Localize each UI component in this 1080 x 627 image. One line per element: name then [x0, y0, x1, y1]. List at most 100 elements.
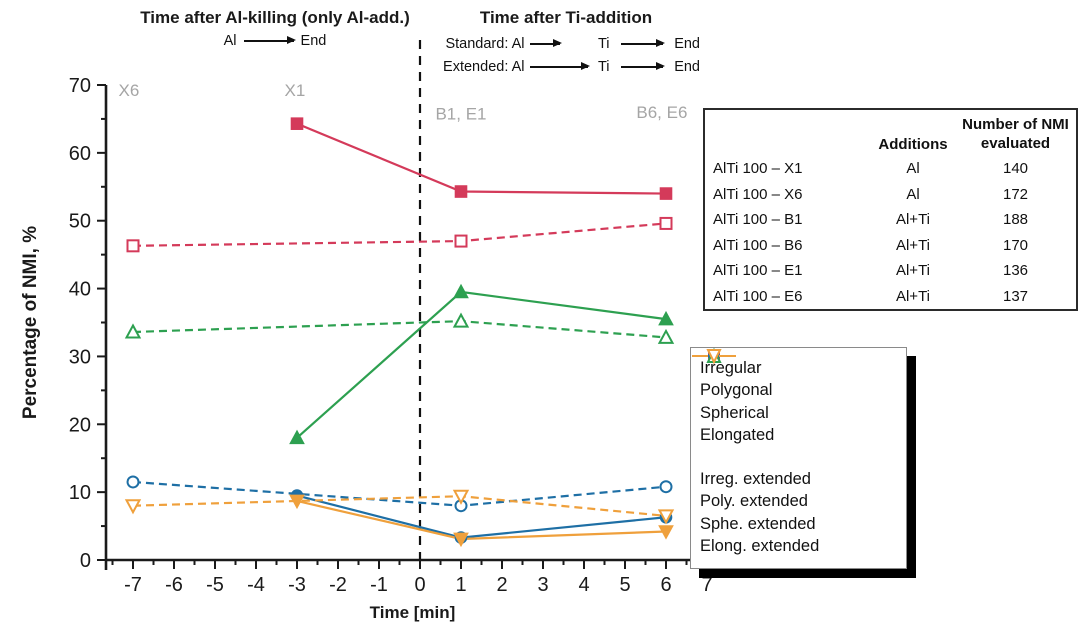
- flow-row-standard: Standard: Al Ti End: [432, 32, 700, 55]
- additions-value: Al+Ti: [895, 211, 931, 229]
- sample-annotation: X6: [119, 81, 140, 100]
- flow-row-extended: Extended: Al Ti End: [432, 55, 700, 78]
- additions-value: Al+Ti: [895, 262, 931, 280]
- arrow-right-icon: [621, 61, 666, 70]
- legend-group-spacer: [700, 447, 902, 468]
- table-header-nmi: Number of NMI evaluated: [962, 116, 1069, 152]
- sample-annotation: B1, E1: [435, 105, 486, 124]
- arrow-right-icon: [530, 38, 563, 47]
- legend-item-sphe-extended: Sphe. extended: [692, 348, 902, 536]
- flow-arrow2-wrap: [621, 61, 671, 70]
- x-tick-label: -6: [165, 574, 183, 596]
- legend-item-irreg-extended: Irreg. extended: [692, 350, 902, 491]
- data-point-elongated: [658, 525, 674, 540]
- flow-ti-label: Ti: [597, 58, 610, 75]
- table-row: AlTi 100 – E1 Al+Ti 136: [705, 258, 1076, 284]
- data-point-poly-extended: [126, 475, 140, 489]
- nmi-count-table: Additions Number of NMI evaluated AlTi 1…: [703, 108, 1078, 311]
- table-header-additions: Additions: [878, 136, 948, 153]
- x-axis-title: Time [min]: [370, 603, 456, 622]
- sample-name: AlTi 100 – X6: [713, 185, 803, 203]
- arrow-right-icon: [621, 38, 666, 47]
- y-axis-title: Percentage of NMI, %: [20, 226, 41, 419]
- header-ti-addition: Time after Ti-addition Standard: Al Ti End…: [432, 8, 700, 78]
- series-line-polygonal: [296, 494, 667, 539]
- flow-ti-label: Ti: [597, 35, 610, 52]
- arrow-right-icon: [243, 36, 296, 44]
- x-tick-label: -1: [370, 574, 388, 596]
- triangle-down-marker-icon: [692, 349, 736, 364]
- nmi-count: 137: [1002, 287, 1029, 305]
- nmi-count: 136: [1002, 262, 1029, 280]
- legend-item-polygonal: Polygonal: [692, 350, 902, 403]
- y-tick-label: 50: [69, 211, 91, 233]
- table-header-row: Additions Number of NMI evaluated: [705, 110, 1076, 156]
- table-row: AlTi 100 – B1 Al+Ti 188: [705, 207, 1076, 233]
- y-tick-label: 10: [69, 482, 91, 504]
- x-tick-label: 0: [414, 574, 425, 596]
- sample-name: AlTi 100 – B1: [713, 211, 803, 229]
- data-point-sphe-extended: [452, 312, 470, 328]
- additions-value: Al: [906, 160, 920, 178]
- header-ti-addition-title: Time after Ti-addition: [479, 8, 653, 27]
- flow-label: Standard: Al: [445, 35, 525, 52]
- x-tick-label: 4: [578, 574, 589, 596]
- data-point-elong-extended: [452, 489, 470, 505]
- legend-label: Sphe. extended: [700, 514, 816, 533]
- x-tick-label: 2: [496, 574, 507, 596]
- y-tick-label: 70: [69, 75, 91, 97]
- series-line-spherical: [296, 290, 667, 439]
- header-al-killing: Time after Al-killing (only Al-add.) Al …: [100, 8, 450, 49]
- x-tick-label: -3: [288, 574, 306, 596]
- x-tick-label: -2: [329, 574, 347, 596]
- sample-name: AlTi 100 – E1: [713, 262, 803, 280]
- nmi-count: 188: [1002, 211, 1029, 229]
- table-body: AlTi 100 – X1 Al 140 AlTi 100 – X6 Al 172 AlTi…: [705, 156, 1076, 309]
- series-line-poly-extended: [132, 480, 667, 507]
- nmi-count: 172: [1002, 185, 1029, 203]
- data-point-poly-extended: [659, 480, 673, 494]
- legend-label: Spherical: [700, 403, 769, 422]
- data-point-irreg-extended: [659, 216, 673, 230]
- flow-end-label: End: [674, 58, 700, 75]
- flow-arrow1-wrap: [524, 61, 596, 70]
- table-row: AlTi 100 – B6 Al+Ti 170: [705, 233, 1076, 259]
- data-point-elongated: [453, 532, 469, 548]
- chart-legend: Irregular Polygonal Spherical Elongated Irre…: [690, 347, 907, 569]
- sample-name: AlTi 100 – B6: [713, 236, 803, 254]
- legend-item-spherical: Spherical: [692, 348, 902, 425]
- ti-addition-flows: Standard: Al Ti End Extended: Al Ti End: [432, 32, 700, 78]
- data-point-sphe-extended: [657, 328, 675, 344]
- data-point-irreg-extended: [126, 239, 140, 253]
- sample-name: AlTi 100 – X1: [713, 160, 803, 178]
- data-point-elong-extended: [657, 509, 675, 525]
- additions-value: Al+Ti: [895, 287, 931, 305]
- y-tick-label: 20: [69, 414, 91, 436]
- data-point-irregular: [454, 185, 468, 198]
- sample-name: AlTi 100 – E6: [713, 287, 803, 305]
- data-point-irreg-extended: [454, 234, 468, 248]
- y-tick-label: 60: [69, 143, 91, 165]
- legend-label: Irreg. extended: [700, 469, 811, 488]
- legend-label: Poly. extended: [700, 492, 808, 511]
- flow-al-label: Al: [223, 33, 237, 49]
- sample-annotation: B6, E6: [636, 103, 687, 122]
- legend-label: Elong. extended: [700, 537, 820, 556]
- x-tick-label: 1: [455, 574, 466, 596]
- data-point-spherical: [453, 283, 469, 299]
- nmi-count: 170: [1002, 236, 1029, 254]
- x-tick-label: -4: [247, 574, 265, 596]
- flow-label: Extended: Al: [443, 58, 525, 75]
- series-line-elong-extended: [132, 495, 667, 517]
- data-point-elongated: [289, 494, 305, 510]
- flow-arrow1-wrap: [524, 38, 596, 47]
- data-point-spherical: [658, 310, 674, 326]
- data-point-sphe-extended: [124, 323, 142, 339]
- nmi-count: 140: [1002, 160, 1029, 178]
- x-tick-label: 6: [660, 574, 671, 596]
- data-point-irregular: [290, 117, 304, 130]
- legend-item-poly-extended: Poly. extended: [692, 350, 902, 514]
- data-point-spherical: [289, 429, 305, 445]
- x-tick-label: 7: [701, 574, 712, 596]
- y-tick-label: 0: [80, 550, 91, 572]
